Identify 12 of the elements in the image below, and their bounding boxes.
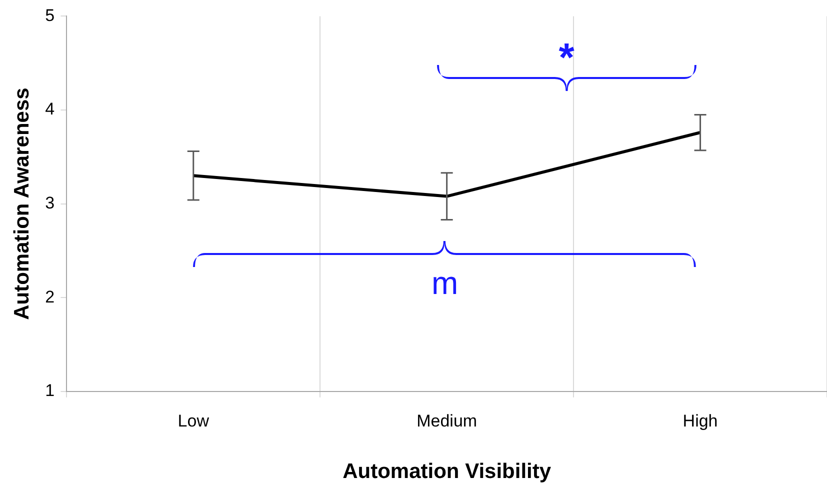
annotation: * bbox=[558, 36, 575, 80]
y-axis-title: Automation Awareness bbox=[10, 88, 34, 320]
y-tick-label: 2 bbox=[45, 287, 55, 306]
x-tick-label: Medium bbox=[416, 411, 478, 430]
x-axis-title: Automation Visibility bbox=[342, 460, 552, 484]
x-tick-label: High bbox=[682, 411, 718, 430]
y-tick-label: 5 bbox=[45, 6, 55, 25]
y-tick-label: 1 bbox=[45, 381, 55, 400]
y-tick-label: 4 bbox=[45, 100, 55, 119]
y-tick-label: 3 bbox=[45, 193, 55, 212]
annotation: m bbox=[432, 265, 458, 302]
x-tick-label: Low bbox=[178, 411, 210, 430]
